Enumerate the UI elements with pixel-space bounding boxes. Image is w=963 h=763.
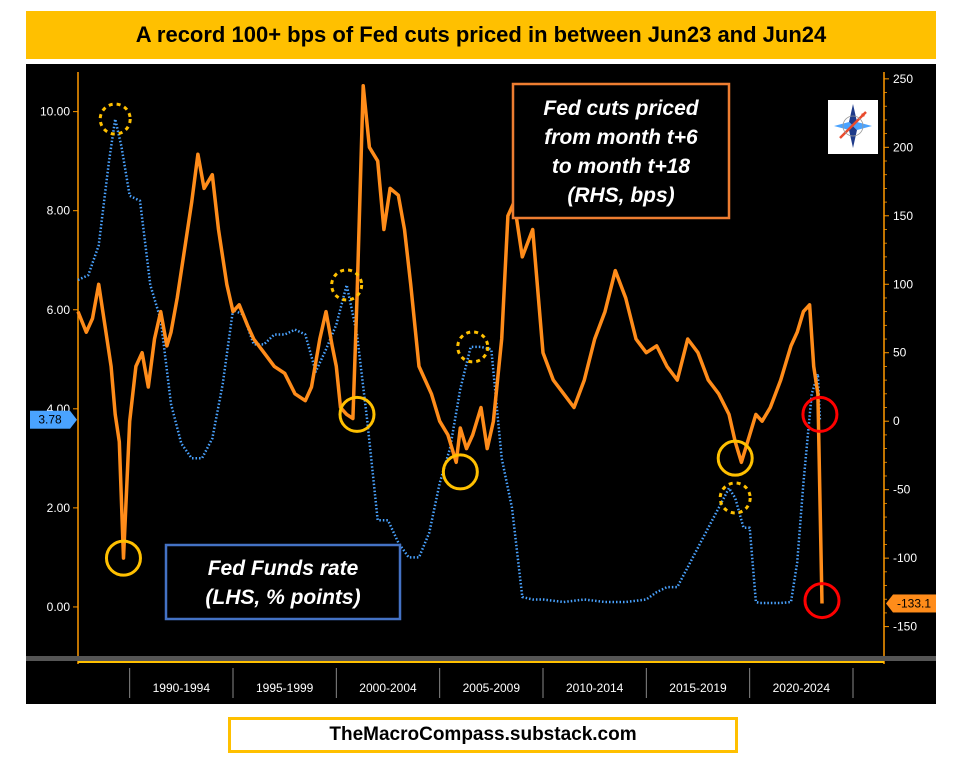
- lhs-last-value-tag: [30, 410, 70, 429]
- lhs-last-value-label: 3.78: [38, 413, 62, 427]
- highlight-circle-gold: [716, 439, 754, 477]
- highlight-circle-gold: [338, 395, 376, 433]
- rhs-series-callout-text: (RHS, bps): [567, 184, 674, 207]
- x-axis-tick-label: 1995-1999: [256, 681, 314, 695]
- highlight-circle-gold: [98, 102, 132, 136]
- right-axis-tick-label: -50: [893, 483, 911, 497]
- chart-title: A record 100+ bps of Fed cuts priced in …: [26, 11, 936, 59]
- rhs-last-value-arrow: [886, 594, 893, 613]
- lhs-series-callout-text: (LHS, % points): [205, 586, 360, 609]
- rhs-series-callout-text: from month t+6: [544, 126, 698, 149]
- compass-icon: [834, 104, 872, 148]
- rhs-last-value-tag: [893, 594, 936, 613]
- highlight-circle-gold: [441, 453, 479, 491]
- highlight-circle-red: [803, 582, 841, 620]
- highlight-circle-gold: [104, 539, 142, 577]
- chart-svg: 0.002.004.006.008.0010.00-150-100-500501…: [26, 72, 936, 700]
- left-axis-tick-label: 10.00: [40, 105, 70, 119]
- axes: 0.002.004.006.008.0010.00-150-100-500501…: [26, 72, 936, 700]
- right-axis-tick-label: 200: [893, 140, 913, 154]
- series-lines: [76, 83, 824, 605]
- right-axis-tick-label: 150: [893, 209, 913, 223]
- highlight-markers: [98, 102, 841, 620]
- right-axis-tick-label: -150: [893, 620, 917, 634]
- x-axis-tick-label: 2005-2009: [463, 681, 521, 695]
- x-axis-tick-label: 2010-2014: [566, 681, 624, 695]
- right-axis-tick-label: 250: [893, 72, 913, 86]
- left-axis-tick-label: 0.00: [47, 600, 71, 614]
- highlight-circle-gold: [718, 481, 752, 515]
- rhs-series-callout-text: to month t+18: [552, 155, 691, 178]
- rhs-series-callout-text: Fed cuts priced: [543, 97, 699, 120]
- x-axis-tick-label: 1990-1994: [153, 681, 211, 695]
- lhs-series-callout: Fed Funds rate (LHS, % points): [164, 543, 402, 621]
- highlight-circle-gold: [456, 330, 490, 364]
- right-axis-tick-label: -100: [893, 551, 917, 565]
- left-axis-tick-label: 6.00: [47, 303, 71, 317]
- lhs-series-callout-box: [164, 543, 402, 621]
- right-axis-tick-label: 50: [893, 346, 907, 360]
- x-axis-line: [78, 661, 884, 663]
- lhs-series-callout-text: Fed Funds rate: [208, 557, 359, 580]
- right-axis-tick-label: 100: [893, 277, 913, 291]
- x-axis-band: [26, 668, 936, 700]
- series-fed-cuts-priced: [76, 83, 824, 604]
- rhs-series-callout: Fed cuts priced from month t+6 to month t+…: [511, 82, 731, 220]
- lhs-last-value-arrow: [70, 410, 77, 429]
- right-axis-tick-label: 0: [893, 414, 900, 428]
- chart-area: 0.00 2.00 4.00 6.00 8.00 10.00 -150 -100 -50 0 50 1…: [26, 64, 936, 704]
- scroll-strip: [26, 656, 936, 661]
- macro-compass-logo: [828, 100, 878, 154]
- callouts: Fed cuts priced from month t+6 to month t+…: [164, 82, 731, 621]
- highlight-circle-gold: [330, 268, 364, 302]
- rhs-series-callout-box: [511, 82, 731, 220]
- x-axis-tick-label: 2015-2019: [669, 681, 727, 695]
- highlight-circle-red: [801, 395, 839, 433]
- x-axis-tick-label: 2000-2004: [359, 681, 417, 695]
- left-axis-tick-label: 8.00: [47, 204, 71, 218]
- x-axis-tick-label: 2020-2024: [773, 681, 831, 695]
- footer-source: TheMacroCompass.substack.com: [228, 717, 738, 753]
- rhs-last-value-label: -133.1: [897, 596, 931, 610]
- left-axis-tick-label: 2.00: [47, 501, 71, 515]
